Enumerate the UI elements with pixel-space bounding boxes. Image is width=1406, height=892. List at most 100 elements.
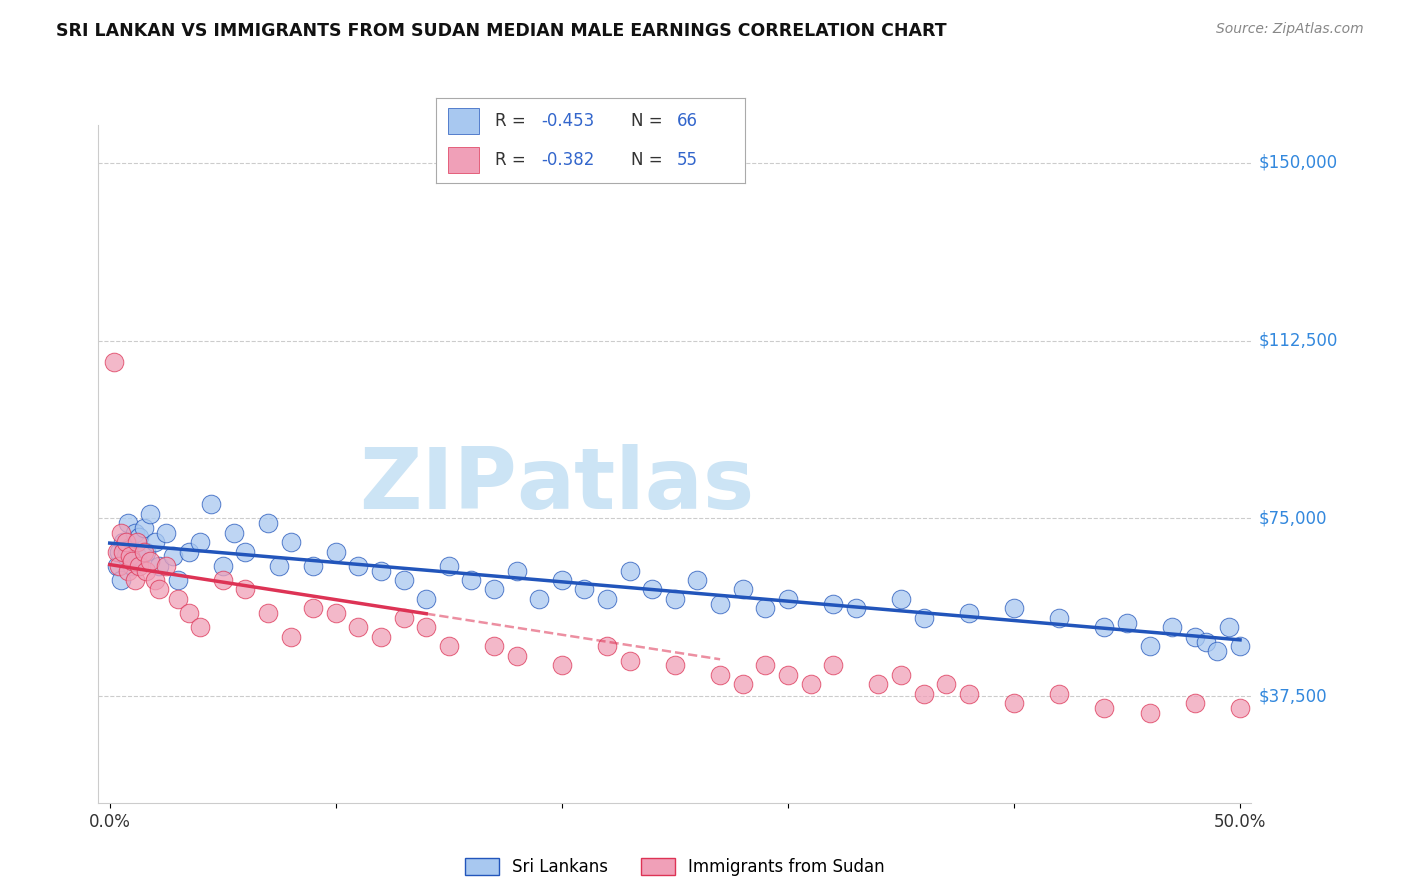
Point [1195, 634, 1218, 648]
Point [105, 558, 128, 573]
Point [505, 564, 527, 578]
Point [143, 573, 166, 587]
Point [112, 535, 135, 549]
Point [823, 658, 845, 673]
Point [935, 677, 957, 691]
Point [1116, 615, 1139, 630]
Point [1184, 630, 1206, 644]
Point [1047, 687, 1070, 701]
Text: $112,500: $112,500 [1258, 332, 1337, 350]
Text: $75,000: $75,000 [1258, 509, 1327, 527]
Point [177, 544, 200, 558]
Text: R =: R = [495, 112, 526, 130]
Point [114, 549, 136, 564]
Point [135, 564, 157, 578]
Point [731, 677, 754, 691]
Point [529, 591, 551, 606]
Point [437, 640, 460, 654]
Point [114, 535, 136, 549]
Text: $150,000: $150,000 [1258, 153, 1337, 172]
Point [235, 582, 257, 597]
Point [128, 558, 150, 573]
Point [1002, 601, 1025, 615]
Point [709, 597, 731, 611]
Point [482, 640, 505, 654]
Point [121, 558, 143, 573]
FancyBboxPatch shape [449, 147, 479, 173]
Point [107, 544, 129, 558]
Point [139, 507, 162, 521]
Point [392, 611, 415, 625]
Point [823, 597, 845, 611]
Point [200, 497, 222, 511]
Point [619, 564, 641, 578]
Point [912, 611, 935, 625]
Point [128, 530, 150, 544]
Point [235, 544, 257, 558]
Text: ZIP: ZIP [359, 443, 516, 526]
Point [120, 540, 142, 554]
Point [482, 582, 505, 597]
Point [776, 668, 799, 682]
Point [664, 591, 686, 606]
Point [890, 668, 912, 682]
Point [551, 658, 574, 673]
Point [132, 521, 155, 535]
Text: SRI LANKAN VS IMMIGRANTS FROM SUDAN MEDIAN MALE EARNINGS CORRELATION CHART: SRI LANKAN VS IMMIGRANTS FROM SUDAN MEDI… [56, 22, 946, 40]
Point [551, 573, 574, 587]
Text: N =: N = [631, 151, 662, 169]
Point [135, 544, 157, 558]
Point [1218, 620, 1240, 634]
Point [188, 620, 211, 634]
Point [731, 582, 754, 597]
Point [1184, 696, 1206, 710]
Text: N =: N = [631, 112, 662, 130]
Point [162, 549, 184, 564]
Point [754, 658, 776, 673]
Point [596, 591, 619, 606]
FancyBboxPatch shape [449, 108, 479, 134]
Point [957, 687, 980, 701]
Point [124, 573, 146, 587]
Point [110, 525, 132, 540]
Point [222, 525, 245, 540]
Point [1139, 640, 1161, 654]
Point [776, 591, 799, 606]
Point [120, 549, 142, 564]
Point [112, 544, 135, 558]
Point [754, 601, 776, 615]
Point [1002, 696, 1025, 710]
Point [325, 544, 347, 558]
Text: 55: 55 [678, 151, 699, 169]
Point [211, 573, 233, 587]
Point [505, 648, 527, 663]
Point [868, 677, 890, 691]
Point [1092, 701, 1115, 715]
Point [845, 601, 868, 615]
Point [117, 564, 139, 578]
Point [166, 591, 188, 606]
Point [139, 554, 162, 568]
Point [370, 564, 392, 578]
Point [177, 606, 200, 620]
Point [148, 582, 170, 597]
Point [166, 573, 188, 587]
Point [155, 525, 177, 540]
Text: Source: ZipAtlas.com: Source: ZipAtlas.com [1216, 22, 1364, 37]
Point [392, 573, 415, 587]
Text: atlas: atlas [516, 443, 755, 526]
Point [188, 535, 211, 549]
Point [107, 558, 129, 573]
Point [799, 677, 821, 691]
Point [302, 601, 325, 615]
Point [280, 630, 302, 644]
Point [574, 582, 596, 597]
Text: 66: 66 [678, 112, 699, 130]
Point [125, 549, 148, 564]
Text: $37,500: $37,500 [1258, 687, 1327, 706]
Point [121, 554, 143, 568]
Text: -0.453: -0.453 [541, 112, 595, 130]
Text: R =: R = [495, 151, 526, 169]
Point [325, 606, 347, 620]
Point [103, 355, 125, 369]
